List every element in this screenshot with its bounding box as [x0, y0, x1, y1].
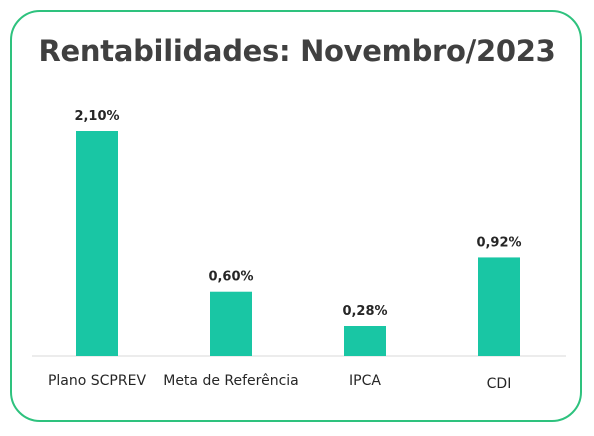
data-label-3: 0,92%: [476, 235, 521, 250]
bar-2: [344, 326, 386, 356]
data-label-2: 0,28%: [342, 304, 387, 319]
category-label-1: Meta de Referência: [163, 373, 299, 389]
category-label-2: IPCA: [349, 373, 381, 389]
chart-title: Rentabilidades: Novembro/2023: [38, 34, 556, 68]
category-label-0: Plano SCPREV: [48, 373, 146, 389]
bar-1: [210, 291, 252, 356]
bar-3: [478, 257, 520, 356]
category-label-3: CDI: [487, 376, 512, 392]
data-label-1: 0,60%: [208, 270, 253, 285]
data-label-0: 2,10%: [74, 109, 119, 124]
bar-0: [76, 131, 118, 356]
